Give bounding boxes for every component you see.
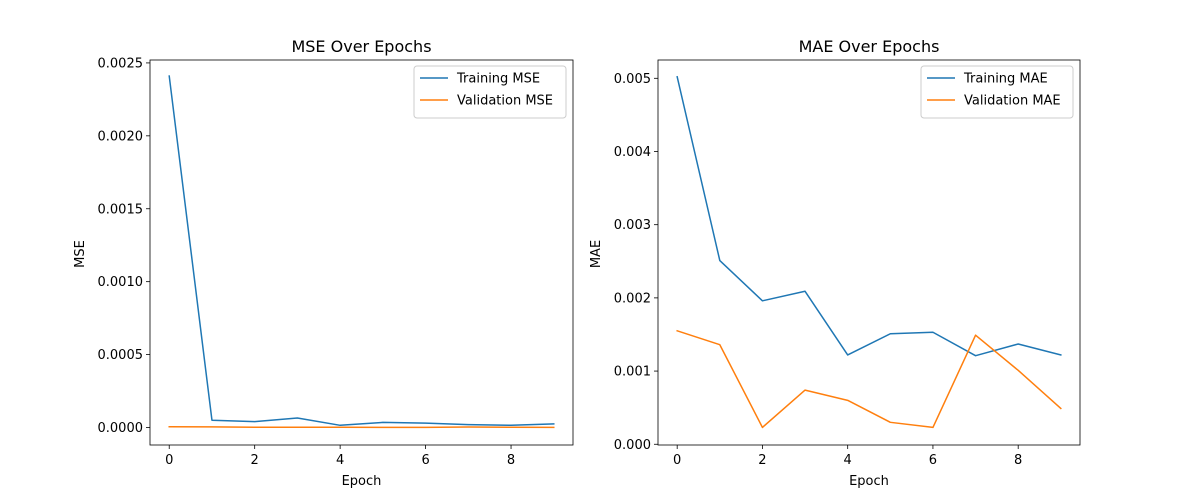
mae-y-tick-label: 0.000 xyxy=(614,438,651,453)
mse-chart-title: MSE Over Epochs xyxy=(291,37,431,56)
mse-legend: Training MSE Validation MSE xyxy=(413,65,567,119)
mse-legend-box xyxy=(413,65,567,119)
mae-y-axis-label: MAE xyxy=(589,240,604,268)
mae-legend-box xyxy=(920,65,1074,119)
mse-subplot: MSE Over Epochs 0 2 4 6 80.00000.00050.00100… xyxy=(73,37,574,489)
mse-y-tick-label: 0.0005 xyxy=(98,348,144,363)
mse-legend-label: Validation MSE xyxy=(457,94,553,109)
mae-subplot: MAE Over Epochs 0 2 4 6 8 0.000 0.001 0.002 0.00… xyxy=(589,37,1081,489)
mae-chart-title: MAE Over Epochs xyxy=(799,37,940,56)
mse-x-tick-label: 0 xyxy=(165,453,173,468)
mse-series-line-training xyxy=(168,75,555,427)
mse-x-tick-label: 2 xyxy=(251,453,259,468)
mae-y-tick-label: 0.003 xyxy=(614,218,651,233)
mae-x-tick-label: 0 xyxy=(673,453,681,468)
mae-x-tick-label: 2 xyxy=(758,453,766,468)
mae-legend: Training MAE Validation MAE xyxy=(920,65,1074,119)
mse-legend-label: Training MSE xyxy=(456,72,540,87)
mae-axes-frame xyxy=(657,59,1081,446)
mse-y-axis-label: MSE xyxy=(73,240,88,268)
mse-axes-frame xyxy=(149,59,574,446)
mse-y-tick-label: 0.0025 xyxy=(98,56,144,71)
mae-y-tick-label: 0.002 xyxy=(614,291,651,306)
mse-series-line-validation xyxy=(168,426,555,429)
mae-x-axis-label: Epoch xyxy=(849,474,889,489)
mse-y-tick-label: 0.0000 xyxy=(98,421,144,436)
mae-x-tick-label: 4 xyxy=(844,453,852,468)
mae-series-line-training xyxy=(676,75,1062,357)
mae-y-tick-label: 0.005 xyxy=(614,72,651,87)
mse-x-tick-label: 6 xyxy=(421,453,429,468)
mse-x-axis-label: Epoch xyxy=(342,474,382,489)
mse-y-tick-label: 0.0015 xyxy=(98,202,144,217)
mse-x-tick-label: 4 xyxy=(336,453,344,468)
mse-plot-area: 0 2 4 6 8 0.0000 0.0005 0.0010 0.0015 0.0020 0.002… xyxy=(98,56,574,468)
mae-plot-area: 0 2 4 6 8 0.000 0.001 0.002 0.003 0.004 0.005 Train… xyxy=(614,59,1081,468)
mae-x-tick-label: 6 xyxy=(929,453,937,468)
mse-y-tick-label: 0.0020 xyxy=(98,129,144,144)
mae-legend-label: Training MAE xyxy=(963,72,1048,87)
mse-x-tick-label: 8 xyxy=(507,453,515,468)
mae-y-tick-label: 0.004 xyxy=(614,145,651,160)
mae-series-line-validation xyxy=(676,329,1062,429)
mse-y-tick-label: 0.0010 xyxy=(98,275,144,290)
mae-y-tick-label: 0.001 xyxy=(614,365,651,380)
mae-x-tick-label: 8 xyxy=(1014,453,1022,468)
mae-legend-label: Validation MAE xyxy=(964,94,1061,109)
